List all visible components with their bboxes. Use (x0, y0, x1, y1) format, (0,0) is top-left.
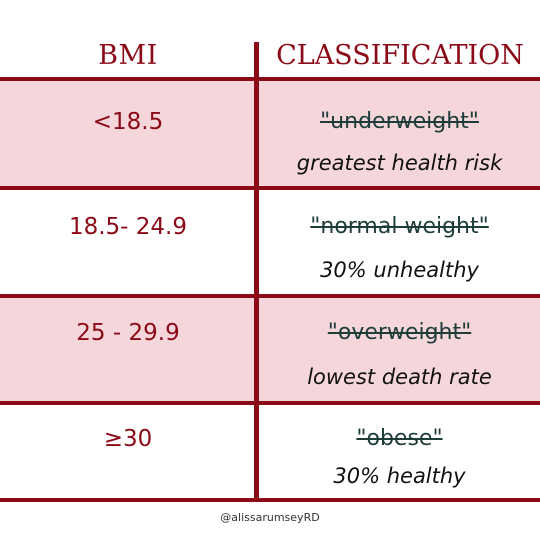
bmi-range: 25 - 29.9 (76, 320, 180, 346)
column-divider (254, 42, 259, 501)
classification-term: "normal weight" (310, 214, 489, 239)
row-divider (0, 186, 540, 190)
classification-note: 30% unhealthy (320, 258, 479, 282)
classification-column-header: CLASSIFICATION (276, 40, 524, 71)
bmi-column-header: BMI (98, 40, 158, 71)
bmi-range: 18.5- 24.9 (68, 214, 188, 240)
classification-term: "underweight" (320, 109, 479, 134)
row-divider (0, 401, 540, 405)
header-divider (0, 77, 540, 81)
table-bottom-border (0, 498, 540, 502)
classification-note: 30% healthy (333, 464, 466, 488)
row-divider (0, 294, 540, 298)
bmi-range: ≥30 (103, 426, 153, 452)
row-overweight-background (0, 298, 540, 401)
classification-note: greatest health risk (296, 151, 503, 175)
author-handle: @alissarumseyRD (220, 511, 320, 524)
classification-note: lowest death rate (307, 365, 492, 389)
row-underweight-background (0, 81, 540, 186)
classification-term: "obese" (356, 426, 443, 451)
classification-term: "overweight" (327, 320, 472, 345)
bmi-range: <18.5 (92, 109, 164, 135)
